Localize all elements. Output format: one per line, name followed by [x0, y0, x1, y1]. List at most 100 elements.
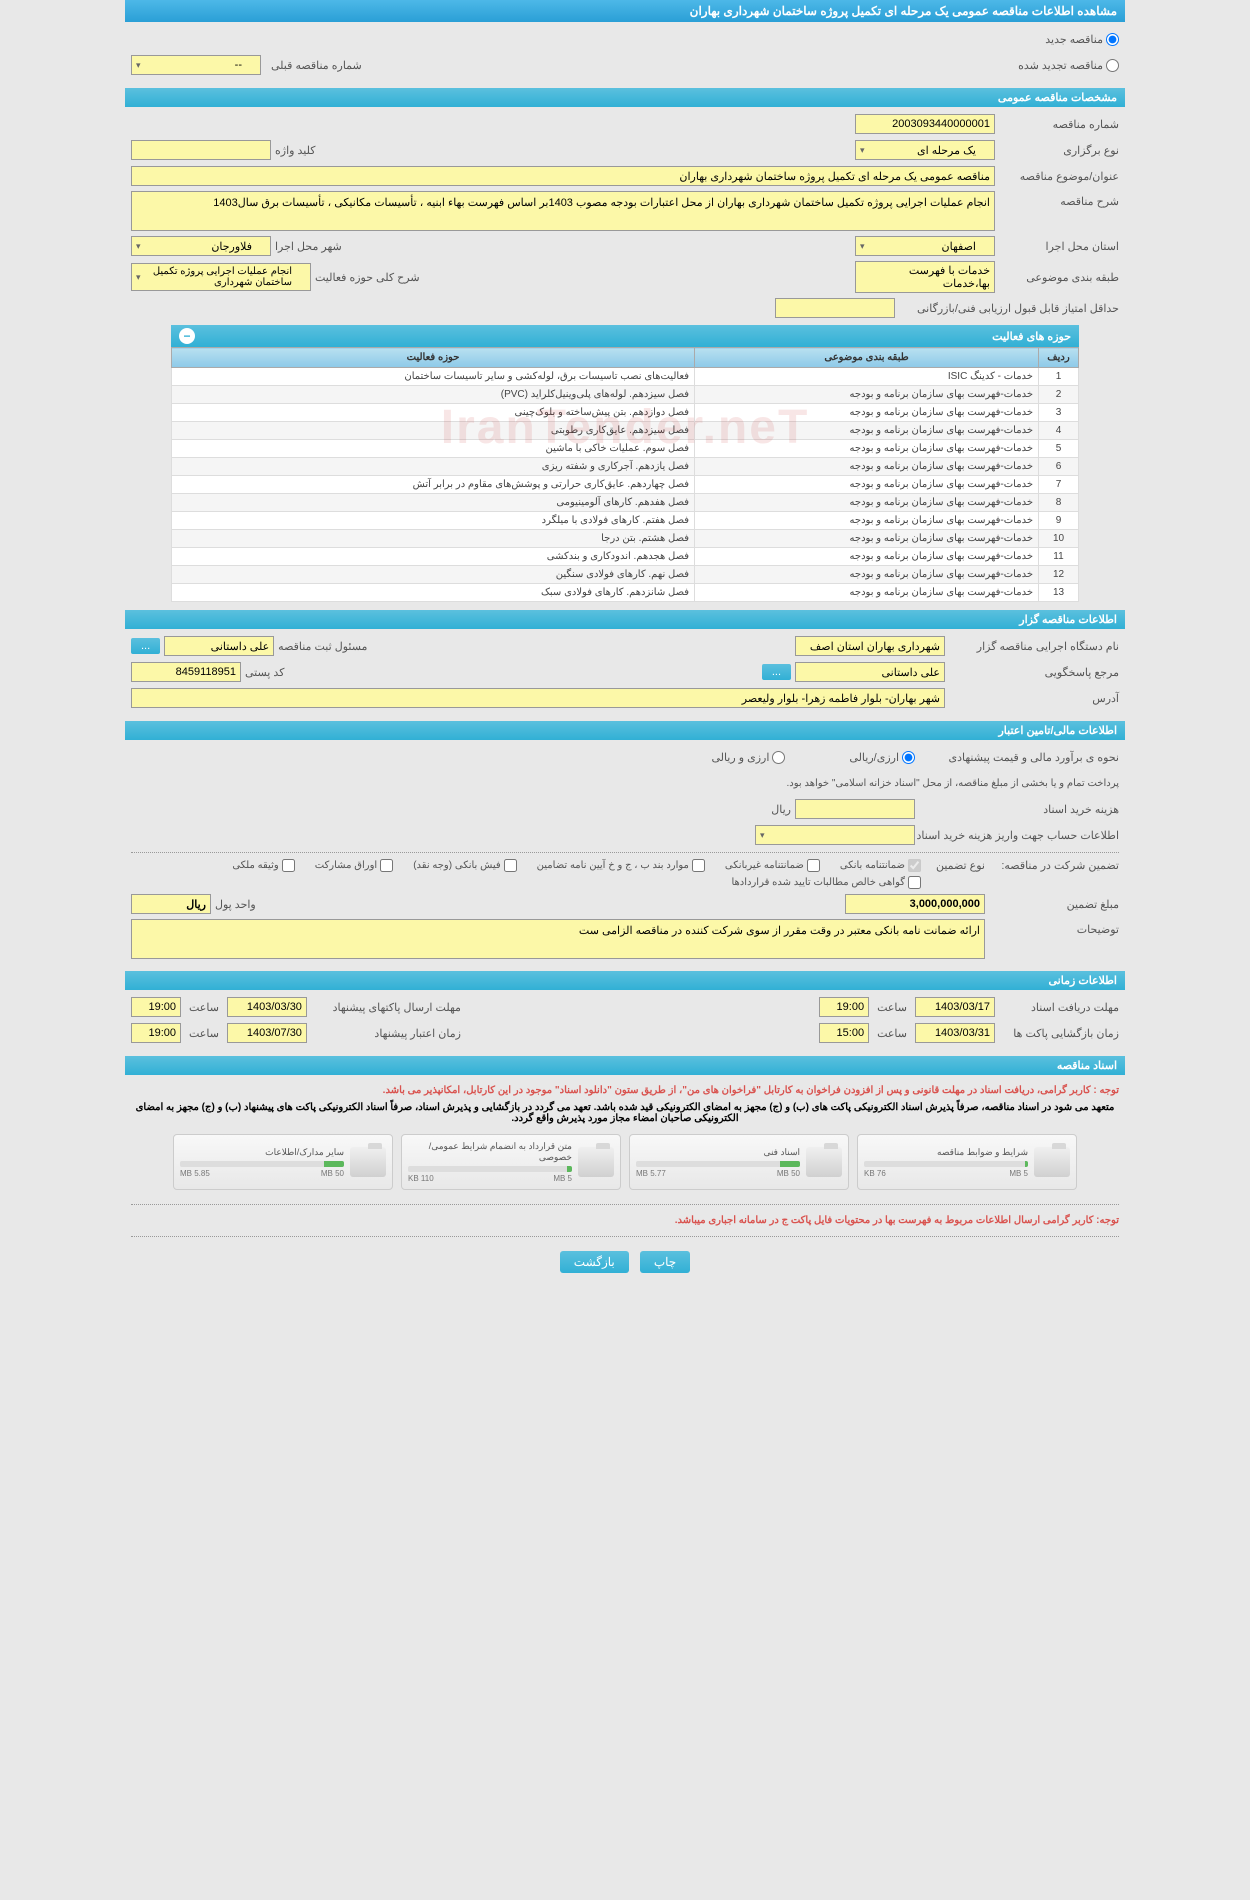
label-subject: عنوان/موضوع مناقصه	[999, 170, 1119, 183]
notice-2: متعهد می شود در اسناد مناقصه، صرفاً پذیر…	[131, 1100, 1119, 1126]
cb-nonbank[interactable]	[807, 859, 820, 872]
select-province[interactable]: اصفهان	[855, 236, 995, 256]
cb-receivables[interactable]	[908, 876, 921, 889]
field-valid-time[interactable]: 19:00	[131, 1023, 181, 1043]
field-min-score[interactable]	[775, 298, 895, 318]
table-row: 6خدمات-فهرست بهای سازمان برنامه و بودجهف…	[172, 458, 1079, 476]
table-row: 10خدمات-فهرست بهای سازمان برنامه و بودجه…	[172, 530, 1079, 548]
label-cb-bonds: اوراق مشارکت	[315, 860, 378, 871]
section-financial: اطلاعات مالی/تامین اعتبار	[125, 721, 1125, 740]
field-send-date[interactable]: 1403/03/30	[227, 997, 307, 1017]
section-general: مشخصات مناقصه عمومی	[125, 88, 1125, 107]
label-cb-bank: ضمانتنامه بانکی	[840, 860, 905, 871]
label-desc: شرح مناقصه	[999, 191, 1119, 208]
label-responder: مرجع پاسخگویی	[949, 666, 1119, 679]
radio-rial[interactable]	[902, 751, 915, 764]
label-prev-tender-no: شماره مناقصه قبلی	[271, 59, 362, 72]
table-row: 1خدمات - کدینگ ISICفعالیت‌های نصب تاسیسا…	[172, 368, 1079, 386]
print-button[interactable]: چاپ	[640, 1251, 690, 1273]
folder-icon	[806, 1147, 842, 1177]
table-row: 8خدمات-فهرست بهای سازمان برنامه و بودجهف…	[172, 494, 1079, 512]
label-renewed-tender: مناقصه تجدید شده	[1018, 59, 1103, 72]
label-notes: توضیحات	[989, 919, 1119, 936]
doc-title: سایر مدارک/اطلاعات	[180, 1147, 344, 1158]
field-unit: ریال	[131, 894, 211, 914]
label-send: مهلت ارسال پاکتهای پیشنهاد	[311, 1001, 461, 1014]
cb-cases[interactable]	[692, 859, 705, 872]
field-notes[interactable]: ارائه ضمانت نامه بانکی معتبر در وقت مقرر…	[131, 919, 985, 959]
table-row: 7خدمات-فهرست بهای سازمان برنامه و بودجهف…	[172, 476, 1079, 494]
doc-title: متن قرارداد به انضمام شرایط عمومی/خصوصی	[408, 1141, 572, 1163]
label-receive: مهلت دریافت اسناد	[999, 1001, 1119, 1014]
doc-title: شرایط و ضوابط مناقصه	[864, 1147, 1028, 1158]
label-province: استان محل اجرا	[999, 240, 1119, 253]
payment-note: پرداخت تمام و یا بخشی از مبلغ مناقصه، از…	[787, 778, 1120, 789]
radio-renewed-tender[interactable]	[1106, 59, 1119, 72]
field-valid-date[interactable]: 1403/07/30	[227, 1023, 307, 1043]
back-button[interactable]: بازگشت	[560, 1251, 629, 1273]
select-type[interactable]: یک مرحله ای	[855, 140, 995, 160]
table-row: 13خدمات-فهرست بهای سازمان برنامه و بودجه…	[172, 584, 1079, 602]
more-button[interactable]: ...	[131, 638, 160, 654]
field-open-date[interactable]: 1403/03/31	[915, 1023, 995, 1043]
label-min-score: حداقل امتیاز قابل قبول ارزیابی فنی/بازرگ…	[899, 302, 1119, 315]
field-postcode: 8459118951	[131, 662, 241, 682]
field-category[interactable]: خدمات با فهرست بها،خدمات	[855, 261, 995, 293]
more-button-2[interactable]: ...	[762, 664, 791, 680]
table-row: 5خدمات-فهرست بهای سازمان برنامه و بودجهف…	[172, 440, 1079, 458]
field-receive-date[interactable]: 1403/03/17	[915, 997, 995, 1017]
table-row: 4خدمات-فهرست بهای سازمان برنامه و بودجهف…	[172, 422, 1079, 440]
doc-card[interactable]: متن قرارداد به انضمام شرایط عمومی/خصوصی …	[401, 1134, 621, 1190]
label-opt-rial: ارزی/ریالی	[849, 751, 899, 764]
doc-card[interactable]: اسناد فنی 50 MB5.77 MB	[629, 1134, 849, 1190]
folder-icon	[578, 1147, 614, 1177]
field-open-time[interactable]: 15:00	[819, 1023, 869, 1043]
field-keyword[interactable]	[131, 140, 271, 160]
section-timing: اطلاعات زمانی	[125, 971, 1125, 990]
field-receive-time[interactable]: 19:00	[819, 997, 869, 1017]
select-city[interactable]: فلاورجان	[131, 236, 271, 256]
col-activity: حوزه فعالیت	[172, 348, 695, 368]
label-keyword: کلید واژه	[275, 144, 315, 157]
label-cb-cases: موارد بند ب ، ج و خ آیین نامه تضامین	[537, 860, 689, 871]
label-guarantee: تضمین شرکت در مناقصه:	[989, 859, 1119, 872]
field-doc-cost[interactable]	[795, 799, 915, 819]
label-guarantee-type: نوع تضمین	[925, 859, 985, 872]
doc-card[interactable]: شرایط و ضوابط مناقصه 5 MB76 KB	[857, 1134, 1077, 1190]
label-address: آدرس	[949, 692, 1119, 705]
doc-title: اسناد فنی	[636, 1147, 800, 1158]
label-activity-scope: شرح کلی حوزه فعالیت	[315, 271, 420, 284]
col-row: ردیف	[1039, 348, 1079, 368]
cb-bank[interactable]	[908, 859, 921, 872]
doc-card[interactable]: سایر مدارک/اطلاعات 50 MB5.85 MB	[173, 1134, 393, 1190]
label-new-tender: مناقصه جدید	[1045, 33, 1103, 46]
folder-icon	[350, 1147, 386, 1177]
field-registrar: علی داستانی	[164, 636, 274, 656]
select-activity-scope[interactable]: انجام عملیات اجرایی پروژه تکمیل ساختمان …	[131, 263, 311, 291]
select-prev-tender[interactable]: --	[131, 55, 261, 75]
activities-header: حوزه های فعالیت −	[171, 325, 1079, 347]
cb-property[interactable]	[282, 859, 295, 872]
label-cb-nonbank: ضمانتنامه غیربانکی	[725, 860, 804, 871]
table-row: 3خدمات-فهرست بهای سازمان برنامه و بودجهف…	[172, 404, 1079, 422]
cb-bonds[interactable]	[380, 859, 393, 872]
field-subject[interactable]: مناقصه عمومی یک مرحله ای تکمیل پروژه ساخ…	[131, 166, 995, 186]
field-desc[interactable]: انجام عملیات اجرایی پروژه تکمیل ساختمان …	[131, 191, 995, 231]
table-row: 11خدمات-فهرست بهای سازمان برنامه و بودجه…	[172, 548, 1079, 566]
cb-cash[interactable]	[504, 859, 517, 872]
field-responder: علی داستانی	[795, 662, 945, 682]
section-documents: اسناد مناقصه	[125, 1056, 1125, 1075]
label-doc-cost-unit: ریال	[771, 803, 791, 816]
label-receive-time: ساعت	[877, 1001, 907, 1014]
label-open-time: ساعت	[877, 1027, 907, 1040]
field-send-time[interactable]: 19:00	[131, 997, 181, 1017]
table-row: 2خدمات-فهرست بهای سازمان برنامه و بودجهف…	[172, 386, 1079, 404]
label-cb-receivables: گواهی خالص مطالبات تایید شده قراردادها	[731, 877, 905, 888]
field-amount[interactable]: 3,000,000,000	[845, 894, 985, 914]
radio-currency[interactable]	[772, 751, 785, 764]
radio-new-tender[interactable]	[1106, 33, 1119, 46]
select-account[interactable]	[755, 825, 915, 845]
collapse-icon[interactable]: −	[179, 328, 195, 344]
col-category: طبقه بندی موضوعی	[695, 348, 1039, 368]
label-open: زمان بازگشایی پاکت ها	[999, 1027, 1119, 1040]
